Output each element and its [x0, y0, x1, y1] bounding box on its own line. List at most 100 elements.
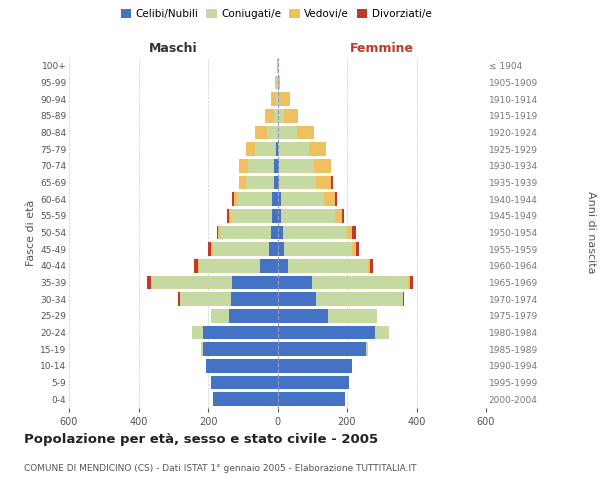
Bar [274, 109, 277, 122]
Bar [277, 242, 284, 256]
Bar [229, 209, 230, 222]
Bar [279, 176, 316, 190]
Bar [366, 342, 368, 356]
Bar [277, 309, 328, 322]
Bar [197, 259, 199, 272]
Bar [232, 192, 234, 206]
Bar [277, 176, 279, 190]
Bar [238, 192, 272, 206]
Bar [277, 392, 345, 406]
Bar [277, 192, 281, 206]
Bar [275, 76, 277, 90]
Bar [277, 92, 279, 106]
Text: Femmine: Femmine [350, 42, 414, 55]
Bar [277, 259, 288, 272]
Bar [239, 159, 248, 172]
Bar [277, 276, 312, 289]
Bar [347, 226, 352, 239]
Bar [352, 242, 356, 256]
Bar [281, 192, 325, 206]
Legend: Celibi/Nubili, Coniugati/e, Vedovi/e, Divorziati/e: Celibi/Nubili, Coniugati/e, Vedovi/e, Di… [116, 5, 436, 24]
Text: COMUNE DI MENDICINO (CS) - Dati ISTAT 1° gennaio 2005 - Elaborazione TUTTITALIA.: COMUNE DI MENDICINO (CS) - Dati ISTAT 1°… [24, 464, 416, 473]
Y-axis label: Anni di nascita: Anni di nascita [586, 191, 596, 274]
Bar [274, 176, 277, 190]
Bar [277, 359, 352, 372]
Bar [246, 176, 274, 190]
Bar [408, 276, 410, 289]
Bar [232, 276, 277, 289]
Bar [277, 376, 349, 390]
Bar [260, 259, 277, 272]
Bar [277, 59, 278, 72]
Bar [277, 226, 283, 239]
Bar [208, 242, 211, 256]
Y-axis label: Fasce di età: Fasce di età [26, 200, 36, 266]
Bar [178, 292, 180, 306]
Bar [203, 342, 277, 356]
Bar [279, 92, 290, 106]
Bar [277, 159, 279, 172]
Bar [255, 126, 267, 140]
Bar [213, 392, 277, 406]
Text: Maschi: Maschi [149, 42, 197, 55]
Bar [342, 209, 344, 222]
Bar [246, 142, 255, 156]
Bar [288, 259, 368, 272]
Bar [227, 209, 229, 222]
Bar [335, 209, 342, 222]
Bar [277, 76, 278, 90]
Bar [356, 242, 359, 256]
Bar [277, 342, 366, 356]
Bar [248, 159, 274, 172]
Bar [279, 159, 314, 172]
Bar [211, 242, 213, 256]
Bar [147, 276, 151, 289]
Bar [271, 92, 276, 106]
Bar [370, 259, 373, 272]
Bar [203, 326, 277, 340]
Bar [277, 126, 296, 140]
Bar [312, 276, 408, 289]
Bar [328, 309, 377, 322]
Bar [281, 209, 335, 222]
Bar [277, 209, 281, 222]
Bar [316, 292, 403, 306]
Bar [151, 276, 152, 289]
Bar [218, 226, 220, 239]
Bar [274, 159, 277, 172]
Bar [276, 142, 277, 156]
Bar [331, 176, 333, 190]
Text: Popolazione per età, sesso e stato civile - 2005: Popolazione per età, sesso e stato civil… [24, 432, 378, 446]
Bar [309, 142, 326, 156]
Bar [199, 259, 260, 272]
Bar [211, 376, 277, 390]
Bar [180, 292, 230, 306]
Bar [211, 309, 229, 322]
Bar [284, 109, 298, 122]
Bar [267, 126, 277, 140]
Bar [277, 292, 316, 306]
Bar [277, 142, 309, 156]
Bar [152, 276, 232, 289]
Bar [325, 192, 335, 206]
Bar [229, 309, 277, 322]
Bar [220, 226, 271, 239]
Bar [271, 226, 277, 239]
Bar [277, 326, 375, 340]
Bar [239, 176, 246, 190]
Bar [335, 192, 337, 206]
Bar [283, 226, 347, 239]
Bar [352, 226, 356, 239]
Bar [265, 109, 274, 122]
Bar [194, 259, 197, 272]
Bar [278, 76, 280, 90]
Bar [213, 242, 269, 256]
Bar [230, 209, 272, 222]
Bar [296, 126, 314, 140]
Bar [201, 342, 203, 356]
Bar [277, 109, 284, 122]
Bar [269, 242, 277, 256]
Bar [403, 292, 404, 306]
Bar [234, 192, 238, 206]
Bar [410, 276, 413, 289]
